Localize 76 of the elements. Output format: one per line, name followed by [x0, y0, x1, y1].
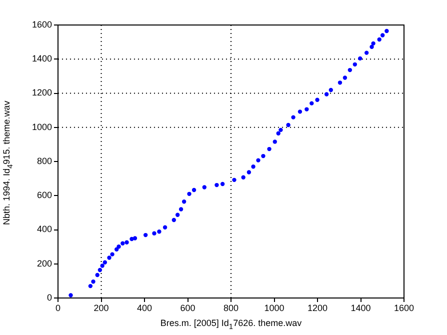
point [377, 37, 382, 42]
y-tick-label: 0 [46, 292, 52, 302]
point [124, 240, 129, 244]
point [175, 212, 180, 218]
point [348, 68, 352, 72]
y-tick-label: 1200 [32, 88, 52, 98]
point [272, 140, 277, 144]
point [202, 185, 206, 190]
point [241, 175, 246, 180]
point [324, 92, 329, 96]
point [178, 207, 184, 212]
point [91, 280, 96, 284]
point [298, 110, 302, 114]
x-tick-label: 200 [94, 302, 109, 313]
x-tick-label: 1600 [394, 302, 414, 313]
point [120, 241, 125, 246]
y-tick-label: 400 [36, 224, 52, 234]
y-tick-label: 600 [36, 190, 52, 200]
point [371, 41, 376, 46]
point [232, 178, 236, 182]
y-tick-label: 800 [36, 156, 52, 166]
point [278, 128, 283, 132]
point [276, 131, 280, 136]
y-tick-label: 1000 [32, 122, 52, 132]
point [116, 244, 121, 249]
point [107, 256, 112, 260]
point [246, 170, 252, 174]
point [162, 225, 168, 230]
point [182, 199, 186, 204]
point [100, 264, 104, 268]
point [352, 62, 358, 67]
point [192, 188, 196, 192]
x-tick-label: 1200 [307, 302, 328, 313]
point [370, 44, 374, 49]
point [256, 158, 260, 162]
point [98, 268, 102, 272]
point [114, 247, 119, 252]
point [130, 236, 134, 242]
point [102, 260, 108, 264]
y-tick-label: 200 [36, 258, 52, 268]
point [380, 33, 385, 38]
point [220, 182, 225, 186]
point [110, 252, 114, 256]
point [152, 231, 156, 236]
x-axis-title: Bres.m. [2005] Id$_{1}$7626. theme.wav [159, 318, 303, 332]
x-tick-label: 0 [55, 302, 61, 313]
point [315, 98, 320, 102]
point [214, 182, 219, 188]
point [328, 88, 334, 92]
point [132, 236, 138, 240]
point [358, 56, 362, 61]
point [342, 76, 348, 80]
point [267, 146, 272, 152]
point [286, 122, 290, 128]
x-tick-label: 1400 [350, 302, 371, 313]
point [251, 164, 256, 169]
point [143, 232, 148, 238]
point [88, 284, 93, 288]
point [304, 107, 309, 112]
point [291, 115, 296, 120]
x-tick-label: 600 [180, 302, 196, 313]
x-tick-label: 1000 [264, 302, 284, 313]
x-tick-label: 800 [223, 302, 239, 313]
point [157, 230, 162, 234]
point [310, 101, 314, 106]
point [384, 28, 389, 34]
point [68, 293, 73, 298]
point [187, 192, 192, 196]
point [261, 154, 266, 158]
point [172, 218, 176, 222]
point [95, 272, 100, 278]
x-tick-label: 400 [136, 302, 152, 313]
point [338, 80, 342, 85]
y-tick-label: 1600 [32, 19, 52, 30]
y-tick-label: 1400 [32, 54, 52, 64]
point [364, 50, 369, 55]
